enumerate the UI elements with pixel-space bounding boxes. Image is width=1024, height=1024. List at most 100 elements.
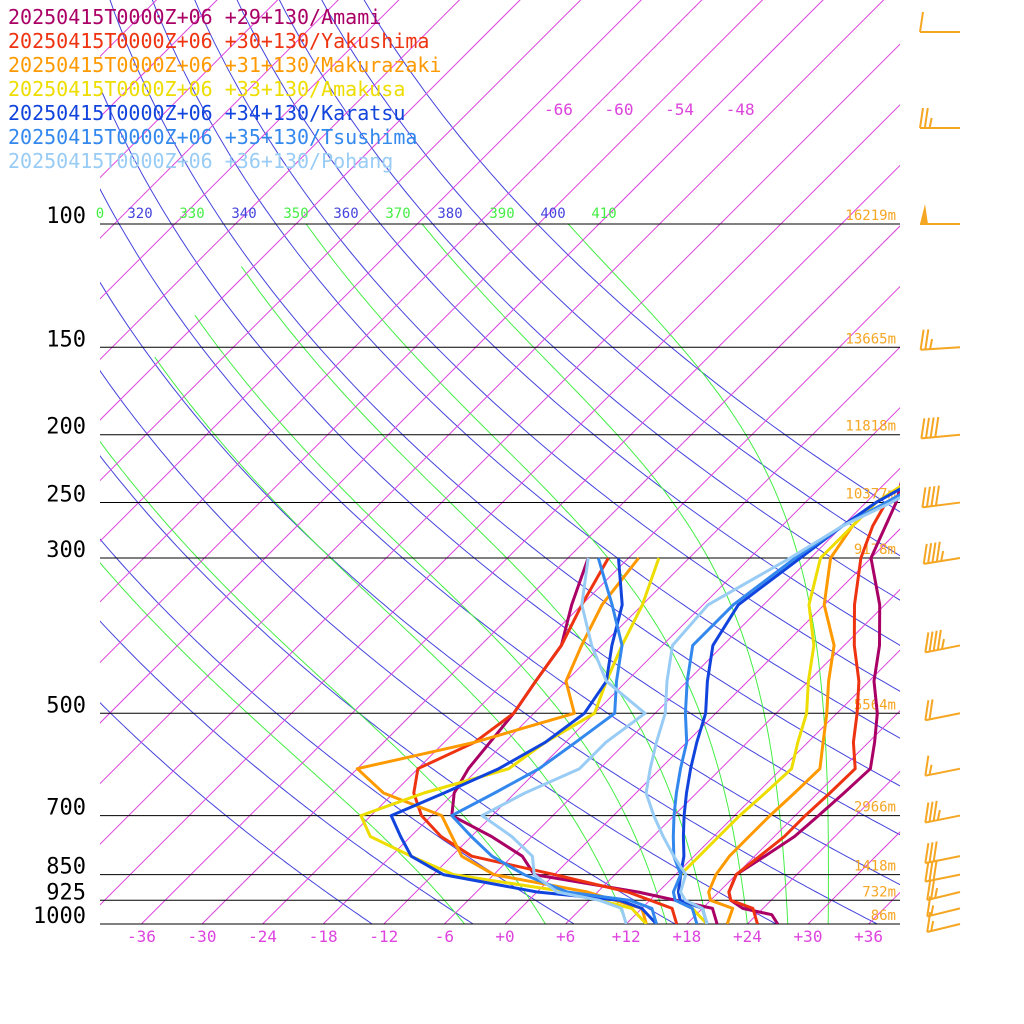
isotherm-line — [747, 770, 900, 924]
wind-barb — [920, 204, 960, 225]
pressure-label: 925 — [46, 880, 86, 905]
wind-barb-full — [922, 543, 928, 565]
temperature-tick-label: +18 — [672, 927, 701, 946]
isotherm-line — [100, 0, 461, 361]
isotherm-line — [100, 0, 279, 179]
wind-barb-staff — [925, 767, 961, 777]
isobars — [100, 223, 900, 925]
legend: 20250415T0000Z+06 +29+130/Amami20250415T… — [8, 5, 441, 173]
wind-barb-full — [932, 841, 938, 862]
temperature-tick-label: +24 — [733, 927, 762, 946]
pressure-label: 1000 — [33, 904, 86, 929]
wind-barb-staff — [925, 814, 961, 824]
dry-adiabat-line — [321, 0, 900, 557]
dry-adiabat-line — [100, 85, 900, 836]
wind-barb-half — [930, 920, 935, 932]
wind-barb — [924, 841, 961, 865]
height-label: 1418m — [854, 859, 896, 875]
wind-barb-staff — [922, 501, 961, 509]
isotherm-line — [444, 467, 900, 924]
temperature-profile-0 — [727, 481, 900, 924]
temperature-tick-label: +12 — [612, 927, 641, 946]
wind-barb — [924, 699, 961, 722]
legend-entry-4: 20250415T0000Z+06 +34+130/Karatsu — [8, 101, 405, 125]
height-label: 11818m — [845, 419, 896, 435]
wind-barb-staff — [926, 907, 961, 918]
wind-barb-full — [928, 860, 934, 881]
dry-adiabat-line — [236, 0, 900, 646]
wind-barb-staff — [925, 855, 961, 865]
wind-barb — [920, 416, 961, 440]
wind-barb-half — [941, 638, 945, 650]
wind-barb-full — [927, 543, 933, 564]
top-isotherm-label: -66 — [544, 100, 573, 119]
dry-adiabat-line — [100, 188, 900, 886]
pressure-label: 850 — [46, 855, 86, 880]
wind-barb-full — [936, 629, 942, 651]
theta-label: 380 — [437, 206, 462, 222]
wind-barb-full — [935, 541, 941, 562]
dry-adiabat-line — [363, 0, 900, 513]
wind-barb-half — [930, 905, 935, 916]
dry-adiabat-line — [100, 538, 576, 924]
dewpoint-profile-3 — [359, 557, 661, 924]
wind-barb-full — [924, 329, 930, 350]
wind-barb — [924, 800, 961, 824]
wind-barb — [919, 329, 961, 351]
wind-barb — [924, 629, 961, 654]
wind-barb-half — [928, 764, 933, 776]
dewpoint-profile-2 — [355, 557, 648, 924]
wind-barb-flag — [920, 204, 928, 224]
moist-adiabat-line — [154, 356, 627, 924]
dewpoint-profile-6 — [480, 557, 647, 924]
moist-adiabat-line — [240, 266, 708, 924]
wind-barb-full — [932, 859, 938, 881]
wind-barbs — [919, 11, 961, 934]
dewpoint-profile-5 — [450, 557, 658, 924]
theta-label: 350 — [283, 206, 308, 222]
pressure-label: 100 — [46, 204, 86, 229]
isotherm-line — [322, 346, 900, 924]
temperature-profile-3 — [676, 484, 900, 924]
top-isotherm-label: -54 — [665, 100, 694, 119]
wind-barb — [919, 107, 960, 129]
temperature-tick-label: +6 — [556, 927, 575, 946]
theta-label: 410 — [591, 206, 616, 222]
wind-barb-staff — [926, 890, 961, 901]
wind-barb-full — [934, 485, 940, 506]
wind-barb-half — [940, 550, 945, 562]
temperature-tick-label: -24 — [248, 927, 277, 946]
wind-barb-full — [926, 879, 932, 901]
isotherm-line — [100, 0, 400, 300]
wind-barb — [924, 859, 961, 883]
wind-barb-full — [919, 329, 925, 350]
wind-barb-full — [928, 801, 934, 822]
wind-barb-full — [928, 631, 934, 652]
wind-barb-full — [923, 107, 929, 129]
height-label: 2966m — [854, 800, 896, 816]
wind-barb-full — [934, 416, 940, 438]
moist-adiabat-line — [567, 223, 829, 924]
temperature-tick-label: -6 — [435, 927, 454, 946]
wind-barb-half — [929, 338, 934, 350]
temperature-tick-label: +36 — [854, 927, 883, 946]
dry-adiabat-line — [194, 0, 900, 692]
moist-adiabat-line — [100, 562, 465, 924]
wind-barb-full — [932, 800, 938, 822]
wind-barb-full — [920, 418, 926, 439]
wind-barb-staff — [920, 346, 961, 351]
isotherm-line — [990, 0, 1024, 924]
wind-barb-full — [926, 896, 932, 917]
wind-barb-staff — [921, 433, 961, 440]
wind-barb-full — [924, 843, 930, 864]
dry-adiabat-line — [100, 620, 475, 924]
temperature-profile-2 — [707, 484, 900, 924]
legend-entry-3: 20250415T0000Z+06 +33+130/Amakusa — [8, 77, 405, 101]
legend-entry-2: 20250415T0000Z+06 +31+130/Makurazaki — [8, 53, 441, 77]
isotherm-line — [565, 588, 900, 924]
isotherm-line — [625, 649, 900, 924]
temperature-tick-label: -30 — [188, 927, 217, 946]
top-isotherm-label: -48 — [726, 100, 755, 119]
